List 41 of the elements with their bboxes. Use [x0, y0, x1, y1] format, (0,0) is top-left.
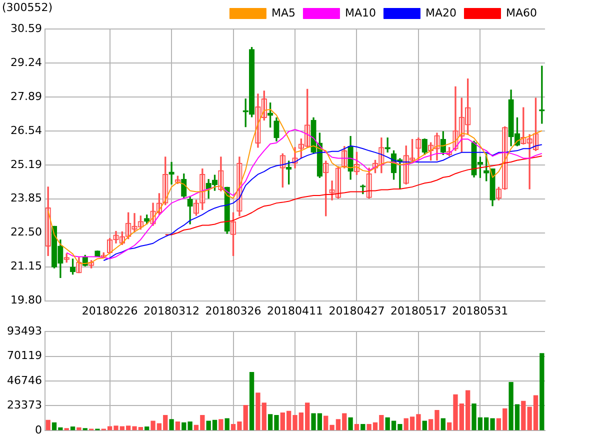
chart-title: (300552): [2, 1, 53, 14]
bar: [169, 419, 174, 430]
bar: [224, 418, 230, 430]
legend-label: MA20: [425, 6, 456, 20]
y-tick-label: 26.54: [10, 124, 42, 137]
bar: [218, 419, 224, 430]
y-tick-label: 70119: [7, 349, 42, 362]
y-tick-label: 29.24: [10, 56, 42, 69]
bar: [422, 420, 427, 430]
bar: [348, 417, 353, 430]
x-tick-label: 20180326: [205, 304, 262, 318]
y-tick-label: 93493: [7, 324, 42, 338]
bar: [249, 372, 254, 430]
y-tick-label: 0: [35, 423, 42, 436]
x-tick-label: 20180427: [328, 304, 385, 318]
y-tick-label: 46746: [7, 374, 42, 387]
bar: [70, 426, 76, 430]
y-tick-label: 27.89: [10, 90, 42, 103]
legend-label: MA5: [271, 6, 296, 20]
x-tick-label: 20180517: [390, 304, 446, 318]
y-tick-label: 23.85: [10, 192, 42, 205]
bar: [360, 424, 366, 430]
x-tick-label: 20180531: [452, 304, 508, 318]
y-tick-label: 21.15: [10, 260, 42, 273]
y-tick-label: 25.19: [10, 158, 42, 171]
bar: [76, 427, 82, 430]
bar: [46, 420, 50, 430]
y-tick-label: 30.59: [10, 22, 42, 35]
bar: [144, 426, 150, 430]
y-tick-label: 23373: [7, 398, 42, 412]
bar: [175, 422, 180, 430]
y-tick-label: 19.80: [10, 294, 42, 307]
bar: [440, 418, 446, 430]
x-tick-label: 20180226: [82, 304, 138, 318]
x-tick-label: 20180411: [267, 304, 323, 318]
bar: [540, 353, 544, 430]
legend-label: MA10: [344, 6, 376, 20]
bar: [354, 424, 360, 430]
legend-label: MA60: [506, 6, 538, 20]
x-tick-label: 20180312: [144, 304, 200, 318]
y-tick-label: 22.50: [10, 226, 42, 239]
